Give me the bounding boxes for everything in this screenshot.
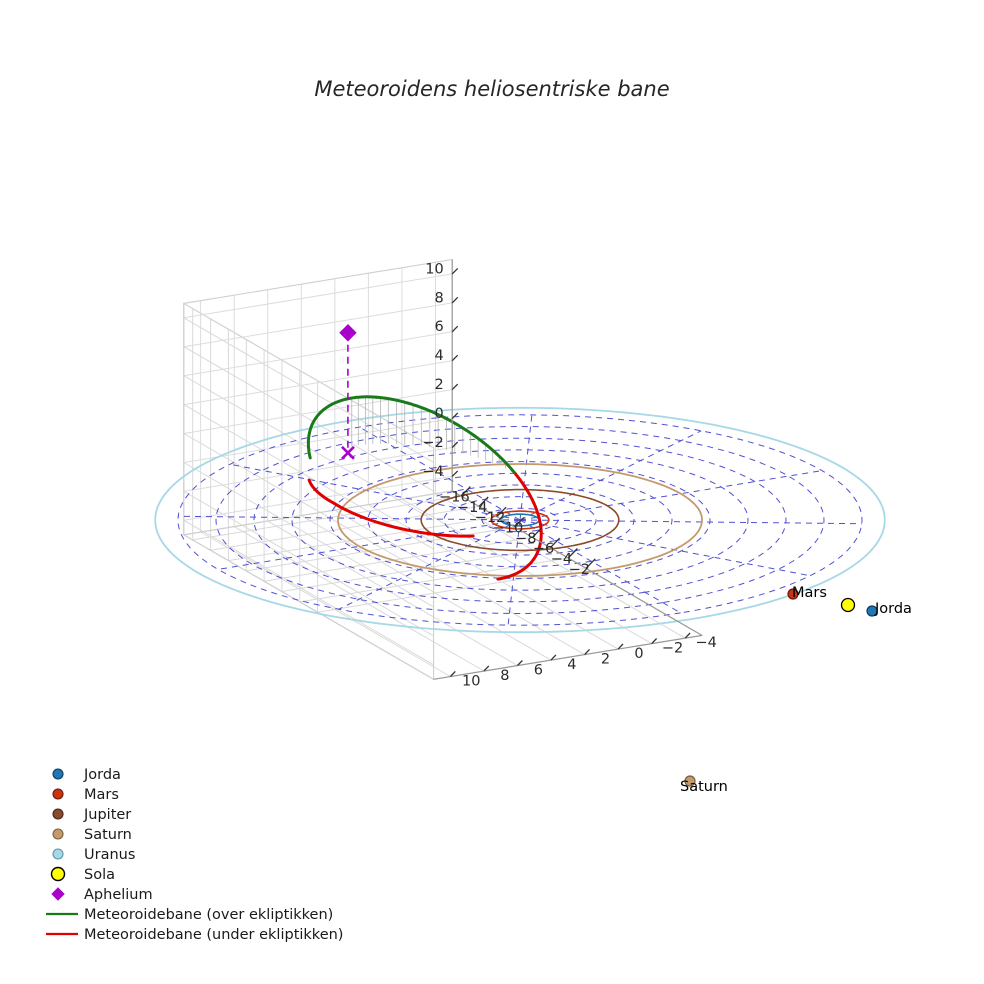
legend-label: Aphelium xyxy=(84,887,153,903)
z-tick-label: 4 xyxy=(435,348,444,364)
page-title: Meteoroidens heliosentriske bane xyxy=(314,77,669,101)
y-tick-label: 6 xyxy=(534,662,543,678)
x-tick-label: −6 xyxy=(533,541,554,557)
x-tick-label: −4 xyxy=(551,551,572,567)
y-tick-label: 4 xyxy=(567,657,576,673)
legend-marker-aphelium xyxy=(51,887,65,901)
legend-item[interactable]: Jorda xyxy=(52,767,121,783)
body-marker-sola xyxy=(840,597,856,613)
z-tick-label: 2 xyxy=(435,377,444,393)
legend-item[interactable]: Saturn xyxy=(52,827,132,843)
legend-marker-saturn xyxy=(52,828,64,840)
meteoroid-path-over-ecliptic xyxy=(306,395,378,460)
legend-label: Meteoroidebane (under ekliptikken) xyxy=(84,927,343,943)
legend-label: Sola xyxy=(84,867,115,883)
y-tick-label: 0 xyxy=(634,646,643,662)
legend-item[interactable]: Mars xyxy=(52,787,119,803)
orbit-uranus xyxy=(154,406,886,634)
legend-label: Jupiter xyxy=(83,807,131,823)
legend-marker-jupiter xyxy=(52,808,64,820)
annotation-mars: Mars xyxy=(792,585,827,601)
legend-marker-jorda xyxy=(52,768,64,780)
legend-item[interactable]: Meteoroidebane (under ekliptikken) xyxy=(46,927,343,943)
aphelion-diamond-marker xyxy=(339,324,357,342)
y-tick-label: −4 xyxy=(695,635,716,651)
legend-item[interactable]: Sola xyxy=(50,866,116,883)
body-marker-jorda xyxy=(866,605,878,617)
x-tick-label: −14 xyxy=(457,500,488,516)
y-tick-label: −2 xyxy=(662,640,683,656)
legend-marker-uranus xyxy=(52,848,64,860)
ecliptic-polar-grid xyxy=(177,414,863,626)
y-tick-label: 2 xyxy=(601,651,610,667)
z-tick-label: 0 xyxy=(435,406,444,422)
z-tick-label: 6 xyxy=(435,319,444,335)
legend-label: Meteoroidebane (over ekliptikken) xyxy=(84,907,333,923)
meteoroid-stem-lines xyxy=(351,396,512,472)
orbit-mars xyxy=(490,510,550,530)
z-tick-label: 10 xyxy=(425,261,443,277)
x-tick-label: −16 xyxy=(439,490,470,506)
legend-item[interactable]: Aphelium xyxy=(51,887,153,903)
planet-orbits xyxy=(154,406,886,634)
body-annotations: Mars Jorda Saturn xyxy=(680,585,912,795)
legend-item[interactable]: Uranus xyxy=(52,847,135,863)
orbit-saturn xyxy=(337,463,703,577)
legend-label: Uranus xyxy=(84,847,135,863)
axis-tick-labels: −16−14−12−10−8−6−4−2−4−20246810−4−202468… xyxy=(422,261,716,689)
legend-label: Jorda xyxy=(83,767,121,783)
legend-label: Mars xyxy=(84,787,119,803)
meteoroid-path-over-ecliptic-2 xyxy=(374,395,517,475)
meteoroid-path-under-ecliptic-inbound xyxy=(307,478,475,538)
legend-marker-mars xyxy=(52,788,64,800)
y-tick-label: 10 xyxy=(462,673,480,689)
x-tick-label: −12 xyxy=(475,510,506,526)
y-tick-label: 8 xyxy=(500,668,509,684)
legend-label: Saturn xyxy=(84,827,132,843)
orbit-jupiter xyxy=(420,488,620,552)
legend-item[interactable]: Meteoroidebane (over ekliptikken) xyxy=(46,907,333,923)
annotation-saturn: Saturn xyxy=(680,779,728,795)
body-marker-saturn xyxy=(684,775,696,787)
solar-system-bodies xyxy=(684,588,878,787)
meteoroid-trajectory xyxy=(306,395,543,581)
z-tick-label: −4 xyxy=(422,464,443,480)
z-tick-label: −2 xyxy=(422,435,443,451)
x-tick-label: −2 xyxy=(569,562,590,578)
z-tick-label: 8 xyxy=(435,290,444,306)
x-tick-label: −8 xyxy=(515,531,536,547)
annotation-jorda: Jorda xyxy=(874,601,912,617)
legend-item[interactable]: Jupiter xyxy=(52,807,131,823)
legend[interactable]: Jorda Mars Jupiter Saturn Uranus Sola Aphelium… xyxy=(46,767,343,943)
aphelion-foot-x-marker xyxy=(341,445,355,460)
axis-spines xyxy=(433,259,703,680)
aphelion-group xyxy=(339,324,357,460)
legend-marker-sola xyxy=(50,866,66,882)
body-marker-mars xyxy=(787,588,799,600)
x-tick-label: −10 xyxy=(493,521,524,537)
